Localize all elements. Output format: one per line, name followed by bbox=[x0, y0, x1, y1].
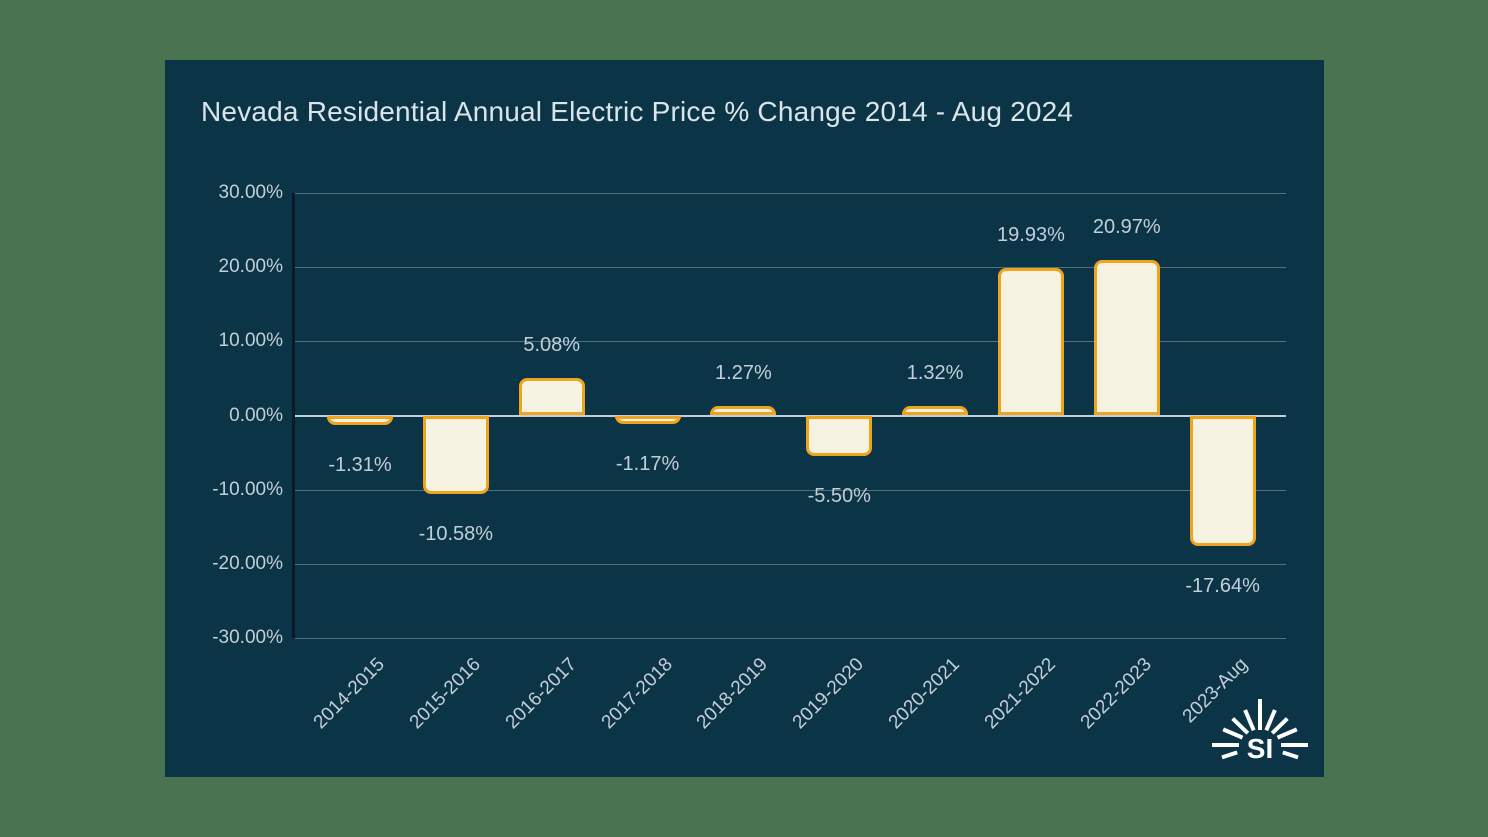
bar-2018-2019 bbox=[710, 406, 777, 416]
gridline bbox=[295, 638, 1286, 639]
bar-2019-2020 bbox=[806, 415, 873, 457]
bar-2014-2015 bbox=[327, 415, 393, 426]
bar-value-label: 20.97% bbox=[1092, 215, 1161, 238]
y-axis-tick-label: 20.00% bbox=[218, 256, 283, 278]
bar-value-label: -10.58% bbox=[418, 522, 494, 545]
bar-value-label: 1.27% bbox=[715, 362, 772, 385]
bar-value-label: -5.50% bbox=[807, 485, 871, 508]
bar-2015-2016 bbox=[422, 415, 489, 494]
bar-value-label: -1.17% bbox=[615, 453, 680, 476]
bar-value-label: 1.32% bbox=[906, 361, 964, 384]
y-axis-tick-label: -30.00% bbox=[212, 627, 283, 648]
bar-2023-Aug bbox=[1189, 415, 1256, 547]
gridline bbox=[295, 341, 1286, 343]
logo-text: SI bbox=[1247, 733, 1273, 764]
y-axis-tick-label: 30.00% bbox=[218, 182, 283, 203]
bar-value-label: 5.08% bbox=[523, 333, 581, 356]
y-axis-tick-label: -10.00% bbox=[212, 478, 283, 500]
y-axis-line bbox=[292, 193, 295, 638]
bar-2022-2023 bbox=[1093, 259, 1160, 416]
bar-2017-2018 bbox=[614, 415, 681, 425]
gridline bbox=[295, 563, 1286, 565]
chart-card: Nevada Residential Annual Electric Price… bbox=[165, 60, 1324, 777]
bar-value-label: 19.93% bbox=[997, 223, 1065, 246]
bar-value-label: -17.64% bbox=[1185, 575, 1260, 598]
y-axis-tick-label: -20.00% bbox=[212, 552, 283, 574]
y-axis-tick-label: 0.00% bbox=[229, 404, 283, 426]
bar-2020-2021 bbox=[902, 405, 969, 416]
bar-value-label: -1.31% bbox=[328, 454, 392, 477]
bar-2021-2022 bbox=[997, 267, 1064, 416]
gridline bbox=[295, 489, 1286, 491]
gridline bbox=[295, 193, 1286, 194]
si-sunburst-logo: SI bbox=[1212, 699, 1308, 764]
zero-gridline bbox=[295, 414, 1286, 417]
y-axis-tick-label: 10.00% bbox=[218, 330, 283, 352]
gridline bbox=[295, 267, 1286, 269]
bar-2016-2017 bbox=[518, 377, 585, 416]
sunburst-rays-icon bbox=[1212, 699, 1308, 760]
chart-title: Nevada Residential Annual Electric Price… bbox=[201, 96, 1074, 127]
